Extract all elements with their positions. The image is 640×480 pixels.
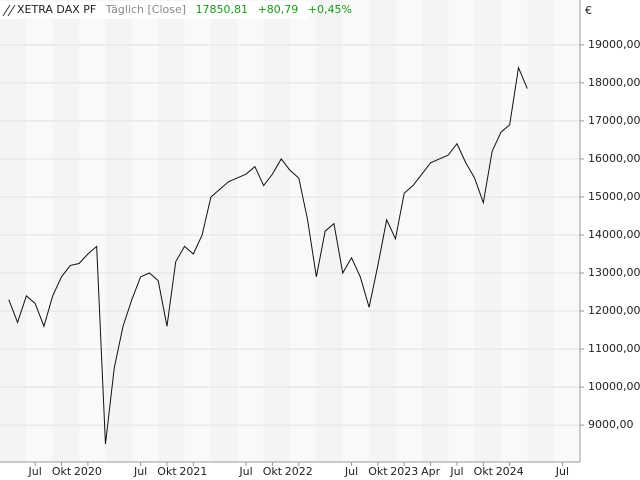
y-tick-label: 10000,00 xyxy=(588,380,640,393)
band xyxy=(79,0,106,462)
band xyxy=(237,0,264,462)
x-tick-label: 2024 xyxy=(496,465,524,478)
header-icon xyxy=(2,4,16,17)
y-tick-label: 9000,00 xyxy=(588,418,634,431)
band xyxy=(342,0,370,462)
y-tick-label: 11000,00 xyxy=(588,342,640,355)
x-tick-label: Okt xyxy=(263,465,283,478)
band xyxy=(553,0,580,462)
x-tick-label: Jul xyxy=(555,465,569,478)
x-tick-label: Jul xyxy=(238,465,252,478)
x-tick-label: 2023 xyxy=(390,465,418,478)
grid xyxy=(0,44,580,426)
mode: Täglich [Close] xyxy=(105,3,186,16)
y-tick-label: 18000,00 xyxy=(588,76,640,89)
last-price: 17850,81 xyxy=(196,3,249,16)
y-tick-label: 17000,00 xyxy=(588,114,640,127)
change-pct: +0,45% xyxy=(308,3,352,16)
instrument-name: XETRA DAX PF xyxy=(17,3,96,16)
x-tick-label: Okt xyxy=(474,465,494,478)
x-tick-label: Apr xyxy=(421,465,441,478)
x-tick-label: 2020 xyxy=(74,465,102,478)
x-tick-label: Okt xyxy=(157,465,177,478)
band xyxy=(448,0,475,462)
band xyxy=(26,0,53,462)
plot-background xyxy=(0,0,580,462)
plot xyxy=(8,65,528,445)
y-tick-label: 12000,00 xyxy=(588,304,640,317)
y-tick-label: 13000,00 xyxy=(588,266,640,279)
band xyxy=(290,0,317,462)
x-tick-label: 2021 xyxy=(179,465,207,478)
x-tick-label: Okt xyxy=(52,465,72,478)
x-tick-label: Jul xyxy=(133,465,147,478)
y-tick-label: 14000,00 xyxy=(588,228,640,241)
y-tick-label: 15000,00 xyxy=(588,190,640,203)
band xyxy=(184,0,211,462)
x-tick-label: Okt xyxy=(368,465,388,478)
x-tick-label: Jul xyxy=(28,465,42,478)
y-tick-label: 16000,00 xyxy=(588,152,640,165)
x-tick-label: Jul xyxy=(449,465,463,478)
band xyxy=(131,0,159,462)
band xyxy=(395,0,422,462)
x-tick-label: Jul xyxy=(344,465,358,478)
y-tick-label: 19000,00 xyxy=(588,38,640,51)
band xyxy=(500,0,528,462)
x-tick-label: 2022 xyxy=(285,465,313,478)
price-line xyxy=(8,65,528,445)
header: XETRA DAX PF Täglich [Close] 17850,81 +8… xyxy=(17,3,352,16)
change: +80,79 xyxy=(258,3,299,16)
header-bg xyxy=(0,1,310,19)
currency: € xyxy=(585,4,592,17)
